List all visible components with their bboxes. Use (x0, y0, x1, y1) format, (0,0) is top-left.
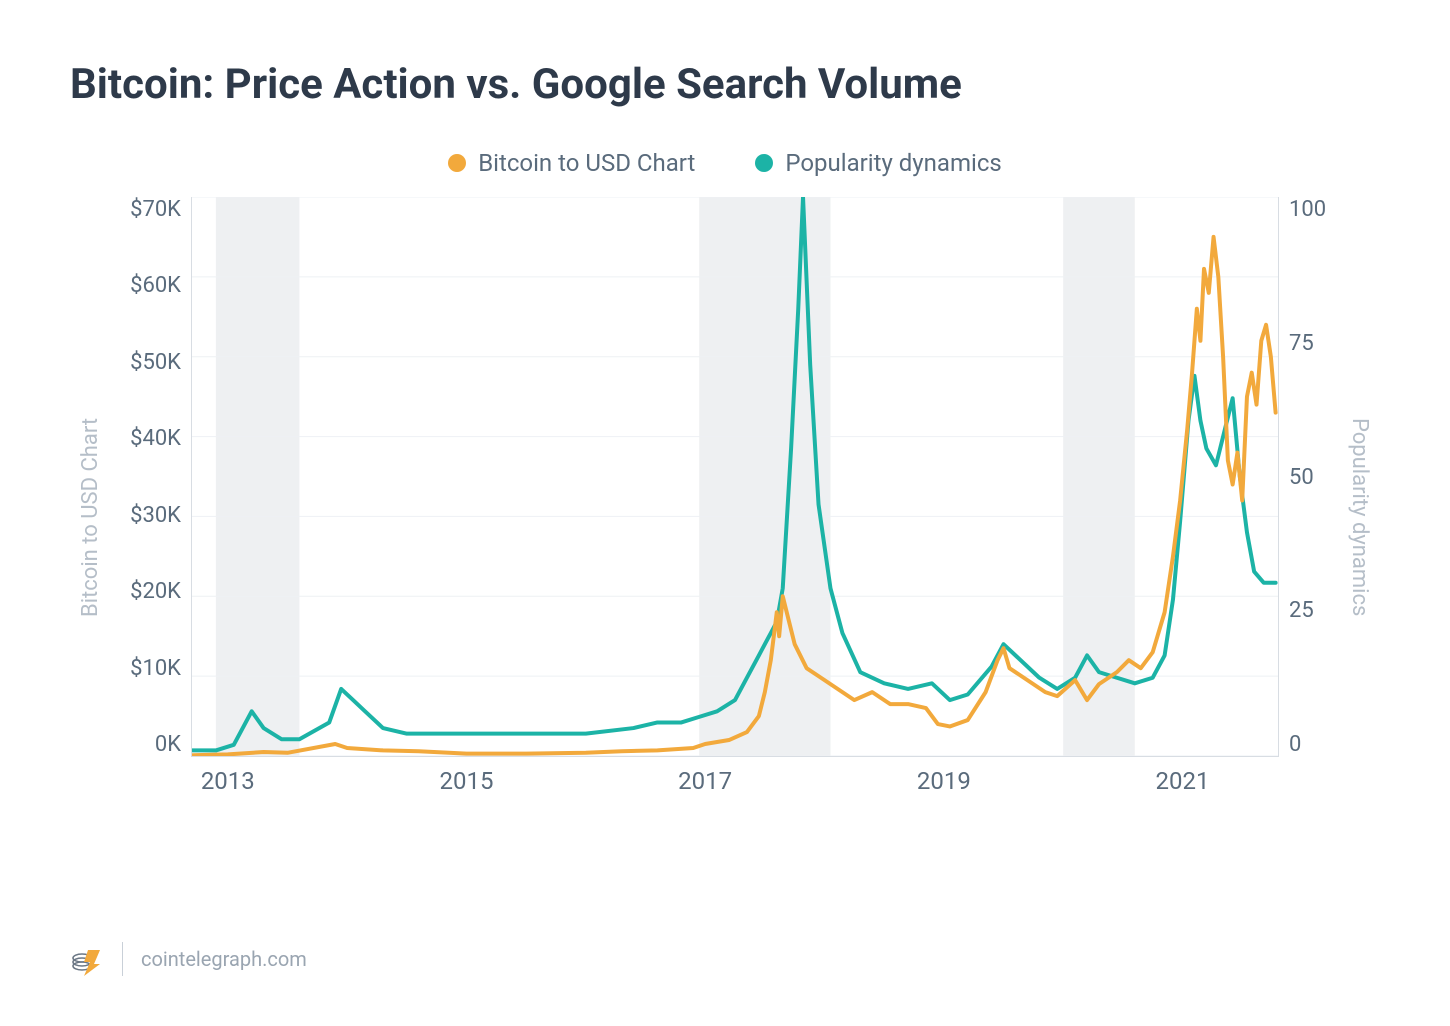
x-tick: 2019 (917, 767, 971, 795)
chart-svg (192, 197, 1278, 756)
y-left-tick: $40K (121, 426, 181, 451)
x-tick: 2015 (439, 767, 493, 795)
legend-dot-price (448, 154, 466, 172)
logo-icon (70, 942, 104, 976)
legend-dot-popularity (755, 154, 773, 172)
chart-title: Bitcoin: Price Action vs. Google Search … (70, 60, 1380, 109)
y-left-tick: 0K (121, 732, 181, 757)
chart-container: Bitcoin to USD Chart $70K $60K $50K $40K $30… (70, 197, 1380, 837)
footer-divider (122, 942, 123, 976)
footer-source: cointelegraph.com (141, 947, 307, 971)
y-right-tick: 50 (1289, 465, 1329, 490)
y-right-tick: 25 (1289, 598, 1329, 623)
legend-label-price: Bitcoin to USD Chart (478, 149, 695, 177)
plot-area: 20132015201720192021 (191, 197, 1279, 757)
y-left-tick: $30K (121, 503, 181, 528)
legend: Bitcoin to USD Chart Popularity dynamics (70, 149, 1380, 177)
legend-label-popularity: Popularity dynamics (785, 149, 1001, 177)
y-left-tick: $10K (121, 656, 181, 681)
y-axis-right-ticks: 100 75 50 25 0 (1279, 197, 1339, 757)
y-axis-left-ticks: $70K $60K $50K $40K $30K $20K $10K 0K (111, 197, 191, 757)
y-axis-left-label: Bitcoin to USD Chart (70, 197, 111, 837)
y-right-tick: 75 (1289, 331, 1329, 356)
x-tick: 2013 (201, 767, 255, 795)
y-left-tick: $50K (121, 350, 181, 375)
footer: cointelegraph.com (70, 942, 307, 976)
legend-item-popularity: Popularity dynamics (755, 149, 1001, 177)
x-tick: 2017 (678, 767, 732, 795)
legend-item-price: Bitcoin to USD Chart (448, 149, 695, 177)
y-axis-right-label: Popularity dynamics (1339, 197, 1380, 837)
y-left-tick: $60K (121, 273, 181, 298)
y-left-tick: $20K (121, 579, 181, 604)
y-right-tick: 100 (1289, 197, 1329, 222)
y-right-tick: 0 (1289, 732, 1329, 757)
y-left-tick: $70K (121, 197, 181, 222)
x-tick: 2021 (1156, 767, 1210, 795)
